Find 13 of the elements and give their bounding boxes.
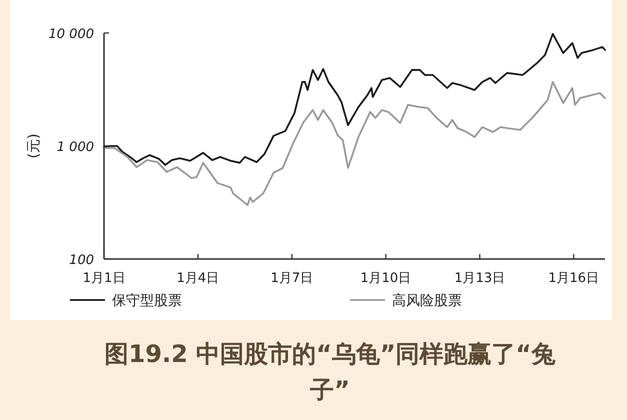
title: 图19.2 中国股市的“乌龟”同样跑赢了“兔子” <box>104 340 556 404</box>
y-tick-label: 1 000 <box>56 140 94 155</box>
x-tick-label: 1月10日 <box>360 271 412 286</box>
y-tick-label: 10 000 <box>48 27 94 42</box>
x-tick-label: 1月1日 <box>82 271 126 286</box>
y-tick-label: 100 <box>69 253 94 268</box>
legend-label: 保守型股票 <box>112 293 182 309</box>
x-tick-label: 1月16日 <box>548 271 600 286</box>
x-tick-label: 1月7日 <box>270 271 314 286</box>
x-tick-label: 1月4日 <box>176 271 220 286</box>
y-axis-title: (元) <box>26 134 42 158</box>
legend-label: 高风险股票 <box>392 293 462 309</box>
x-tick-label: 1月13日 <box>454 271 506 286</box>
